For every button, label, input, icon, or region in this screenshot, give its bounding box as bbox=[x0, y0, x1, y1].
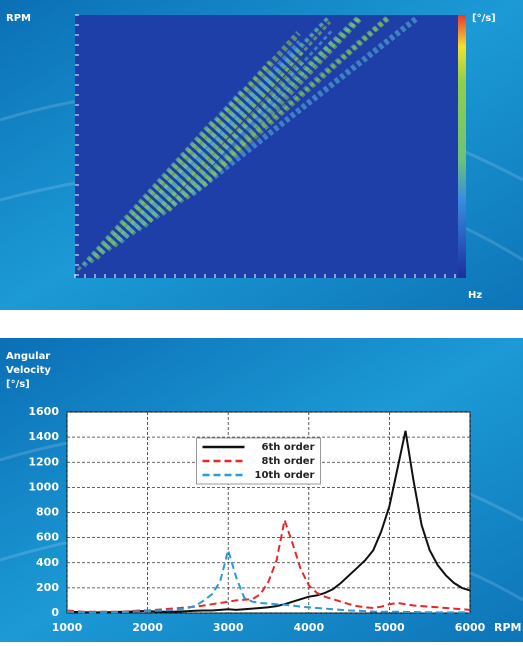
y-tick-label: 1400 bbox=[28, 430, 59, 443]
x-label: RPM bbox=[494, 621, 521, 634]
x-tick-label: 2000 bbox=[132, 621, 163, 634]
y-tick-label: 800 bbox=[36, 506, 59, 519]
y-tick-label: 0 bbox=[51, 606, 59, 619]
streak bbox=[93, 30, 301, 261]
streak bbox=[141, 48, 304, 229]
y-tick-label: 200 bbox=[36, 581, 59, 594]
heatmap-x-label: Hz bbox=[468, 290, 482, 301]
y-tick-label: 1200 bbox=[28, 455, 59, 468]
heatmap-area bbox=[75, 15, 465, 278]
x-tick-label: 5000 bbox=[374, 621, 405, 634]
streak bbox=[190, 15, 419, 197]
line-chart: 0 200 400 600 800 1000 1200 1400 1600 1000 2000 300… bbox=[28, 405, 485, 634]
heatmap-ticks bbox=[74, 14, 456, 278]
heatmap-y-label: RPM bbox=[6, 13, 31, 24]
streak bbox=[172, 29, 333, 208]
y-tick-label: 600 bbox=[36, 531, 59, 544]
y-label: [°/s] bbox=[6, 379, 30, 390]
heatmap-streaks bbox=[76, 15, 419, 272]
y-tick-label: 400 bbox=[36, 556, 59, 569]
x-tick-label: 6000 bbox=[455, 621, 486, 634]
x-tick-label: 4000 bbox=[293, 621, 324, 634]
streak bbox=[165, 57, 306, 213]
y-label: Velocity bbox=[6, 365, 51, 376]
series-line bbox=[66, 546, 470, 614]
x-tick-label: 3000 bbox=[213, 621, 244, 634]
streak bbox=[117, 39, 303, 245]
y-tick-label: 1600 bbox=[28, 405, 59, 418]
y-tick-label: 1000 bbox=[28, 480, 59, 493]
streak bbox=[196, 38, 335, 192]
legend-label: 10th order bbox=[255, 470, 315, 481]
colorbar bbox=[458, 15, 466, 278]
streak bbox=[148, 20, 332, 224]
legend-label: 6th order bbox=[261, 442, 314, 453]
colorbar-label: [°/s] bbox=[472, 13, 496, 24]
y-label: Angular bbox=[6, 351, 50, 362]
legend-label: 8th order bbox=[261, 456, 314, 467]
streak bbox=[154, 16, 360, 220]
streak bbox=[202, 16, 363, 188]
x-tick-label: 1000 bbox=[52, 621, 83, 634]
